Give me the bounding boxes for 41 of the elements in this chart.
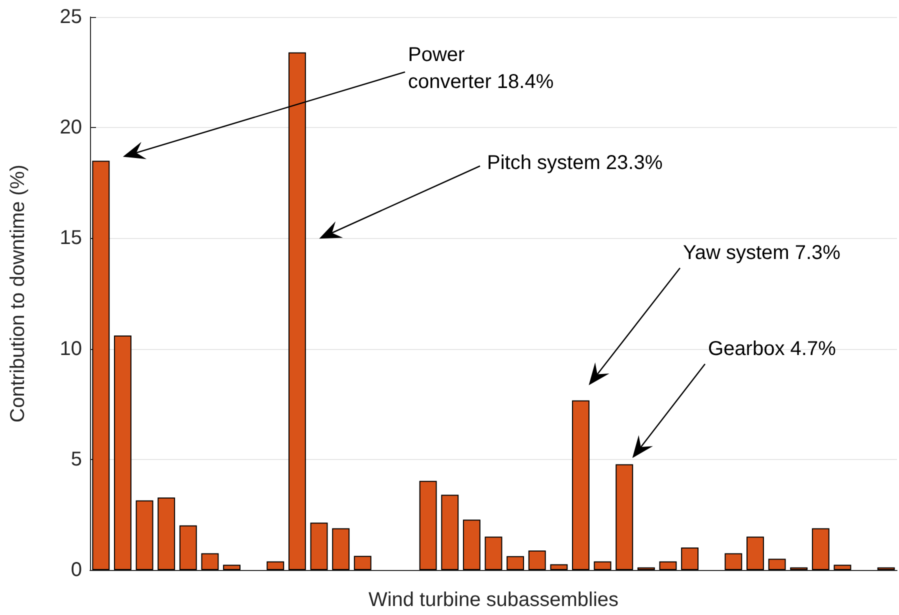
bar — [659, 561, 677, 570]
bar — [528, 550, 546, 570]
annotation: Pitch system 23.3% — [487, 151, 663, 176]
bar — [310, 522, 328, 570]
bar — [266, 561, 284, 570]
bar — [572, 400, 590, 570]
y-tick-label: 20 — [60, 116, 82, 139]
x-axis-title: Wind turbine subassemblies — [368, 589, 619, 611]
y-tick-label: 15 — [60, 227, 82, 250]
bar — [462, 520, 480, 570]
bar — [419, 480, 437, 570]
bar — [550, 564, 568, 570]
bar — [616, 464, 634, 570]
bar — [484, 536, 502, 570]
y-tick-label: 0 — [70, 559, 82, 581]
bar — [594, 561, 612, 570]
bar — [201, 553, 219, 570]
bar — [746, 536, 764, 570]
y-tick-label: 25 — [60, 6, 82, 28]
bar — [768, 558, 786, 570]
bar — [812, 528, 830, 570]
bar — [92, 160, 110, 570]
bar — [681, 547, 699, 570]
y-axis-title: Contribution to downtime (%) — [7, 164, 29, 422]
bar — [724, 553, 742, 570]
bar — [506, 556, 524, 570]
bar — [332, 528, 350, 570]
y-tick-label: 5 — [70, 448, 82, 470]
bar — [441, 494, 459, 570]
bar — [354, 556, 372, 570]
bar — [223, 564, 240, 570]
y-tick-label: 10 — [60, 338, 82, 360]
bar — [114, 336, 132, 570]
bar — [834, 564, 852, 570]
annotation: Power converter 18.4% — [408, 43, 554, 95]
bar — [288, 52, 306, 570]
bar — [158, 497, 176, 570]
annotation: Gearbox 4.7% — [708, 337, 836, 362]
bar — [136, 500, 154, 570]
bar — [179, 525, 197, 570]
annotation: Yaw system 7.3% — [683, 241, 840, 266]
